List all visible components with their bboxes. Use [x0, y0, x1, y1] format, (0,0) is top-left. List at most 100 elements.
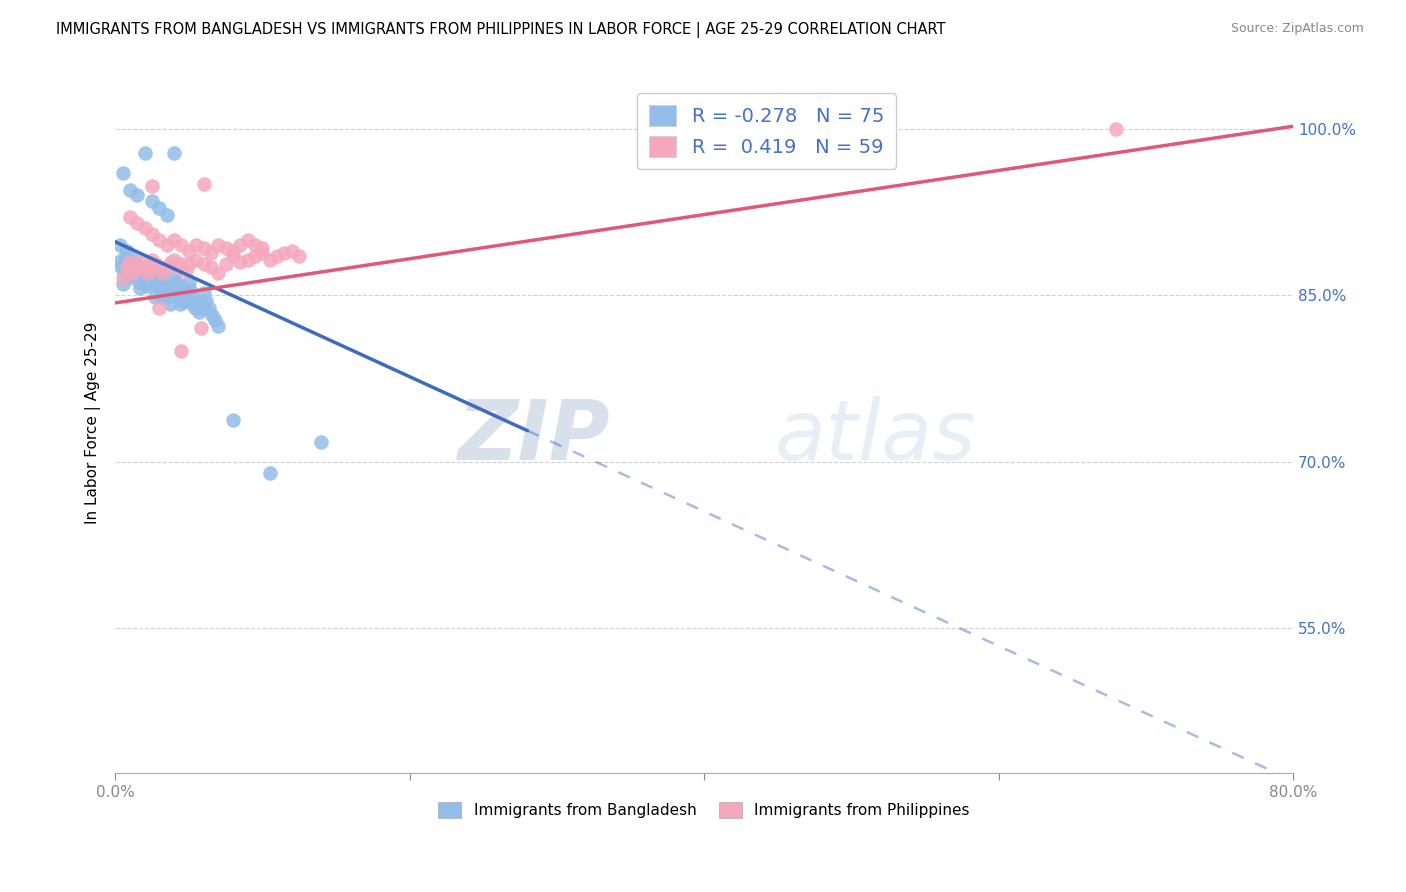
Point [135, 277, 157, 291]
Point [186, 238, 208, 252]
Point [174, 285, 197, 300]
Point [207, 238, 229, 252]
Point [229, 255, 252, 269]
Text: IMMIGRANTS FROM BANGLADESH VS IMMIGRANTS FROM PHILIPPINES IN LABOR FORCE | AGE 2: IMMIGRANTS FROM BANGLADESH VS IMMIGRANTS… [56, 22, 946, 38]
Point [129, 281, 152, 295]
Point [128, 275, 150, 289]
Point [252, 246, 274, 260]
Point [214, 242, 236, 256]
Point [141, 259, 163, 273]
Point [127, 216, 149, 230]
Legend: Immigrants from Bangladesh, Immigrants from Philippines: Immigrants from Bangladesh, Immigrants f… [432, 797, 976, 824]
Point [139, 275, 162, 289]
Point [118, 255, 141, 269]
Point [141, 227, 163, 241]
Point [127, 266, 149, 280]
Point [127, 260, 149, 275]
Point [200, 246, 222, 260]
Point [193, 285, 215, 300]
Point [288, 249, 311, 263]
Point [132, 270, 155, 285]
Point [121, 268, 143, 282]
Point [176, 293, 198, 308]
Point [243, 249, 266, 263]
Point [188, 305, 211, 319]
Point [166, 283, 188, 297]
Point [157, 290, 180, 304]
Point [117, 271, 139, 285]
Point [191, 301, 214, 316]
Point [134, 260, 156, 275]
Point [207, 266, 229, 280]
Point [155, 279, 177, 293]
Point [149, 283, 172, 297]
Point [148, 260, 170, 275]
Point [177, 275, 200, 289]
Point [163, 252, 186, 267]
Point [148, 301, 170, 316]
Point [121, 266, 143, 280]
Point [180, 290, 202, 304]
Point [111, 271, 134, 285]
Point [181, 297, 204, 311]
Point [281, 244, 304, 258]
Point [273, 246, 295, 260]
Point [150, 266, 173, 280]
Point [193, 257, 215, 271]
Point [167, 290, 190, 304]
Point [252, 242, 274, 256]
Point [143, 290, 166, 304]
Point [131, 263, 153, 277]
Point [115, 244, 138, 258]
Point [111, 166, 134, 180]
Point [142, 275, 165, 289]
Point [214, 257, 236, 271]
Text: atlas: atlas [775, 396, 976, 477]
Point [156, 238, 179, 252]
Point [118, 183, 141, 197]
Point [120, 263, 142, 277]
Point [222, 249, 245, 263]
Point [259, 466, 281, 480]
Point [236, 233, 259, 247]
Point [207, 319, 229, 334]
Point [134, 261, 156, 276]
Point [145, 257, 167, 271]
Point [141, 179, 163, 194]
Point [174, 263, 197, 277]
Point [152, 275, 174, 289]
Point [134, 221, 156, 235]
Point [110, 260, 132, 275]
Point [177, 257, 200, 271]
Point [190, 321, 212, 335]
Text: ZIP: ZIP [457, 396, 610, 477]
Point [108, 238, 131, 252]
Point [193, 177, 215, 191]
Point [163, 145, 186, 160]
Point [311, 434, 333, 449]
Point [148, 233, 170, 247]
Point [150, 290, 173, 304]
Point [136, 279, 159, 293]
Point [1105, 121, 1128, 136]
Point [170, 279, 193, 293]
Text: Source: ZipAtlas.com: Source: ZipAtlas.com [1230, 22, 1364, 36]
Point [131, 255, 153, 269]
Point [163, 268, 186, 282]
Point [170, 238, 193, 252]
Point [146, 279, 169, 293]
Point [156, 285, 179, 300]
Point [201, 308, 224, 322]
Point [186, 252, 208, 267]
Point [160, 255, 183, 269]
Point [141, 252, 163, 267]
Point [198, 301, 221, 316]
Point [107, 255, 129, 269]
Y-axis label: In Labor Force | Age 25-29: In Labor Force | Age 25-29 [86, 322, 101, 524]
Point [156, 208, 179, 222]
Point [266, 249, 288, 263]
Point [186, 293, 208, 308]
Point [148, 202, 170, 216]
Point [170, 257, 193, 271]
Point [125, 259, 148, 273]
